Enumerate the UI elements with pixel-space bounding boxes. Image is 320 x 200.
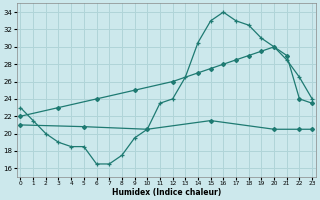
X-axis label: Humidex (Indice chaleur): Humidex (Indice chaleur) — [112, 188, 221, 197]
